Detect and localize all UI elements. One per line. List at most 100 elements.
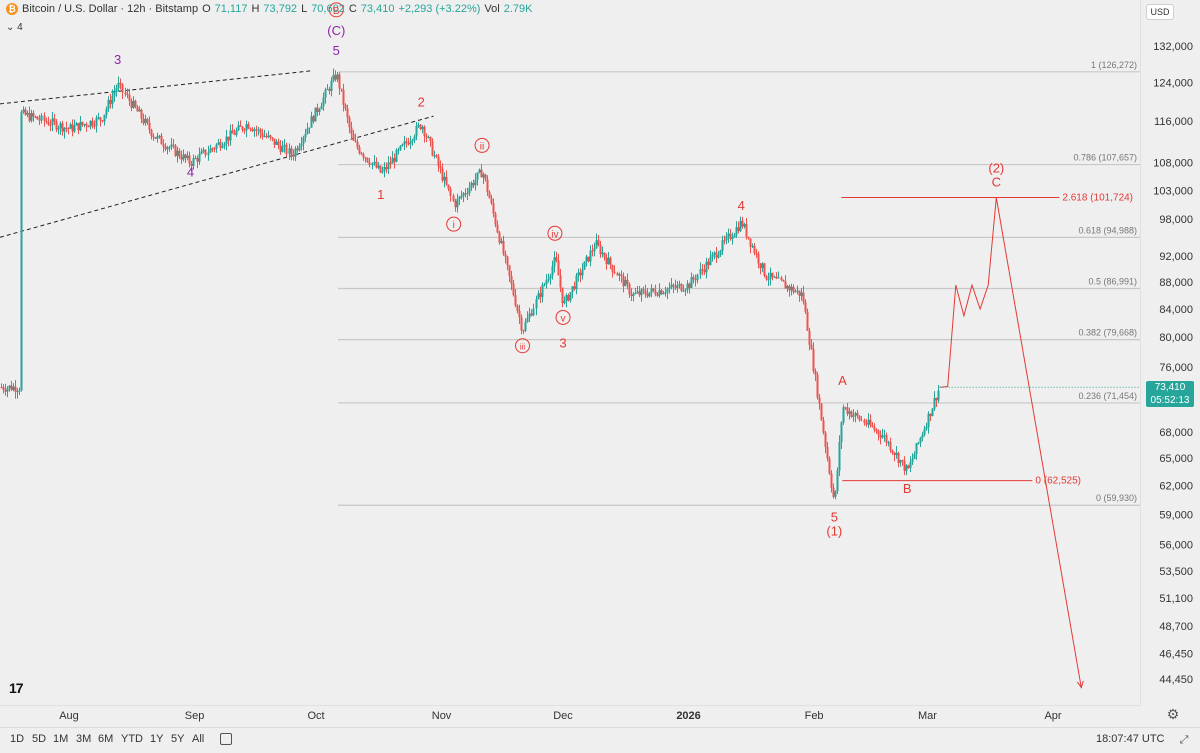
candle-body xyxy=(893,452,896,455)
candle-body xyxy=(30,113,33,121)
timeframe-5d[interactable]: 5D xyxy=(32,733,47,745)
time-tick-label: Mar xyxy=(918,710,937,722)
candle-body xyxy=(911,458,914,463)
candle-body xyxy=(312,116,315,122)
timeframe-3m[interactable]: 3M xyxy=(76,733,92,745)
candle-body xyxy=(883,435,886,437)
candle-body xyxy=(107,99,110,110)
candle-body xyxy=(279,145,282,152)
candle-body xyxy=(423,126,426,137)
candle-body xyxy=(182,154,185,160)
candle-body xyxy=(294,148,297,157)
calendar-icon[interactable] xyxy=(220,733,232,745)
timeframe-5y[interactable]: 5Y xyxy=(171,733,185,745)
candle-body xyxy=(2,387,5,390)
indicator-toggle[interactable]: ⌄ 4 xyxy=(6,22,23,33)
candle-body xyxy=(281,146,284,152)
candle-body xyxy=(589,250,592,262)
timeframe-6m[interactable]: 6M xyxy=(98,733,114,745)
candle-body xyxy=(514,295,517,306)
time-tick-label: Apr xyxy=(1044,710,1061,722)
candle-body xyxy=(126,93,129,95)
candle-body xyxy=(650,288,653,293)
candle-body xyxy=(634,292,637,294)
time-scale[interactable]: Aug Sep Oct Nov Dec 2026 Feb Mar Apr xyxy=(0,705,1140,728)
candle-body xyxy=(719,250,722,256)
candle-body xyxy=(923,429,926,435)
candle-body xyxy=(721,240,724,251)
candle-body xyxy=(318,109,321,113)
candle-body xyxy=(664,292,667,294)
candle-body xyxy=(620,274,623,276)
candle-body xyxy=(867,419,870,425)
candle-body xyxy=(547,278,550,281)
timeframe-ytd[interactable]: YTD xyxy=(121,733,143,745)
candle-body xyxy=(644,290,647,295)
price-chart[interactable]: 1 (126,272) 0.786 (107,657) 0.618 (94,988)… xyxy=(0,0,1140,705)
chart-area[interactable]: 1 (126,272) 0.786 (107,657) 0.618 (94,988)… xyxy=(0,0,1140,705)
candle-body xyxy=(496,224,499,233)
candle-body xyxy=(745,224,748,237)
candle-body xyxy=(223,144,226,147)
candle-body xyxy=(117,82,120,89)
timeframe-1y[interactable]: 1Y xyxy=(150,733,164,745)
candle-body xyxy=(176,150,179,156)
settings-gear-icon[interactable]: ⚙ xyxy=(1166,706,1180,722)
candle-body xyxy=(342,89,345,105)
utc-clock[interactable]: 18:07:47 UTC xyxy=(1096,733,1165,745)
candle-body xyxy=(385,167,388,170)
candle-body xyxy=(314,107,317,122)
candle-body xyxy=(735,227,738,235)
candle-body xyxy=(777,277,780,279)
candle-body xyxy=(927,413,930,428)
candle-body xyxy=(198,153,201,162)
price-scale[interactable]: 132,000 124,000 116,000 108,000 103,000 98,00… xyxy=(1140,0,1200,705)
candle-body xyxy=(759,263,762,269)
candle-body xyxy=(816,374,819,398)
candle-body xyxy=(352,133,355,141)
candle-body xyxy=(528,313,531,318)
candle-body xyxy=(897,452,900,463)
candle-body xyxy=(652,288,655,291)
symbol-title[interactable]: Bitcoin / U.S. Dollar · 12h · Bitstamp xyxy=(22,3,199,15)
candle-body xyxy=(814,371,817,375)
candle-body xyxy=(227,136,230,141)
candle-body xyxy=(842,407,845,423)
candle-body xyxy=(642,289,645,291)
timeframe-1d[interactable]: 1D xyxy=(10,733,25,745)
candle-body xyxy=(618,274,621,276)
candle-body xyxy=(638,291,641,296)
currency-selector[interactable]: USD xyxy=(1146,4,1174,20)
candle-body xyxy=(75,123,78,126)
wave-label-circle xyxy=(446,216,462,232)
candle-body xyxy=(332,74,335,81)
candle-body xyxy=(38,119,41,121)
candle-body xyxy=(383,167,386,172)
candle-body xyxy=(640,289,643,296)
candle-body xyxy=(366,157,369,162)
price-tick-label: 44,450 xyxy=(1159,674,1193,686)
candle-body xyxy=(490,198,493,204)
candle-body xyxy=(184,154,187,159)
candle-body xyxy=(690,277,693,288)
candle-body xyxy=(520,317,523,331)
candle-body xyxy=(77,123,80,131)
candle-body xyxy=(464,193,467,195)
candle-body xyxy=(97,117,100,119)
wave-label: v xyxy=(561,313,566,324)
wave-label: B xyxy=(903,481,912,496)
candle-body xyxy=(251,129,254,132)
candle-body xyxy=(826,446,829,459)
candle-body xyxy=(731,237,734,239)
candle-body xyxy=(4,389,7,392)
timeframe-1m[interactable]: 1M xyxy=(53,733,69,745)
expand-icon[interactable]: ⤢ xyxy=(1179,734,1189,746)
candle-body xyxy=(302,137,305,144)
timeframe-all[interactable]: All xyxy=(192,733,205,745)
candle-body xyxy=(34,116,37,118)
candle-body xyxy=(792,286,795,293)
candle-body xyxy=(786,285,789,289)
candle-body xyxy=(717,255,720,258)
candle-body xyxy=(111,95,114,104)
bar-countdown: 05:52:13 xyxy=(1150,395,1190,406)
